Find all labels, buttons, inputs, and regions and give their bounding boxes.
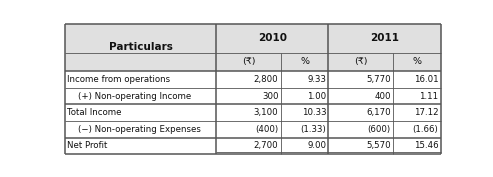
Text: 15.46: 15.46 [414,141,438,150]
Text: (600): (600) [367,125,390,134]
Text: 2010: 2010 [258,33,287,43]
Text: (+) Non-operating Income: (+) Non-operating Income [68,92,192,101]
Bar [65,53,441,71]
Text: 1.11: 1.11 [419,92,438,101]
Text: 2,700: 2,700 [254,141,279,150]
Text: (1.66): (1.66) [413,125,438,134]
Text: 300: 300 [262,92,279,101]
Text: (₹): (₹) [242,57,255,66]
Bar [65,71,441,154]
Bar [65,24,441,53]
Text: 2011: 2011 [370,33,399,43]
Text: (400): (400) [255,125,279,134]
Text: 1.00: 1.00 [307,92,326,101]
Text: %: % [300,57,309,66]
Text: 17.12: 17.12 [414,108,438,117]
Text: 6,170: 6,170 [366,108,390,117]
Text: (−) Non-operating Expenses: (−) Non-operating Expenses [68,125,201,134]
Text: Total Income: Total Income [68,108,122,117]
Text: 9.33: 9.33 [307,75,326,84]
Text: Income from operations: Income from operations [68,75,171,84]
Text: 3,100: 3,100 [254,108,279,117]
Text: (1.33): (1.33) [300,125,326,134]
Text: 5,770: 5,770 [366,75,390,84]
Text: %: % [412,57,421,66]
Text: 16.01: 16.01 [414,75,438,84]
Text: 10.33: 10.33 [302,108,326,117]
Text: 9.00: 9.00 [307,141,326,150]
Text: Particulars: Particulars [108,42,173,52]
Text: 5,570: 5,570 [366,141,390,150]
Text: Net Profit: Net Profit [68,141,108,150]
Text: 2,800: 2,800 [254,75,279,84]
Text: (₹): (₹) [354,57,367,66]
Text: 400: 400 [374,92,390,101]
